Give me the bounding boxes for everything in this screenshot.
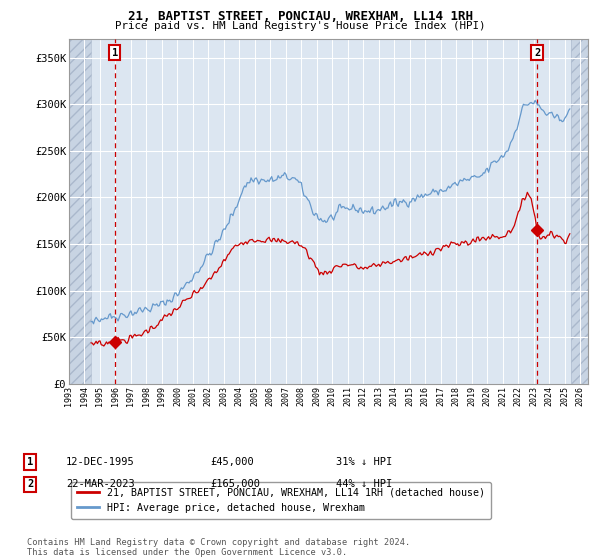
Text: 1: 1: [27, 457, 33, 467]
Text: 44% ↓ HPI: 44% ↓ HPI: [336, 479, 392, 489]
Bar: [571, 39, 588, 384]
Text: 31% ↓ HPI: 31% ↓ HPI: [336, 457, 392, 467]
Text: 1: 1: [112, 48, 118, 58]
Text: 2: 2: [27, 479, 33, 489]
Text: 22-MAR-2023: 22-MAR-2023: [66, 479, 135, 489]
Bar: [69, 39, 91, 384]
Legend: 21, BAPTIST STREET, PONCIAU, WREXHAM, LL14 1RH (detached house), HPI: Average pr: 21, BAPTIST STREET, PONCIAU, WREXHAM, LL…: [71, 482, 491, 519]
Text: Contains HM Land Registry data © Crown copyright and database right 2024.
This d: Contains HM Land Registry data © Crown c…: [27, 538, 410, 557]
Bar: [69, 39, 91, 384]
Bar: [571, 39, 588, 384]
Text: 12-DEC-1995: 12-DEC-1995: [66, 457, 135, 467]
Text: Price paid vs. HM Land Registry's House Price Index (HPI): Price paid vs. HM Land Registry's House …: [115, 21, 485, 31]
Text: £165,000: £165,000: [210, 479, 260, 489]
Text: £45,000: £45,000: [210, 457, 254, 467]
Text: 2: 2: [534, 48, 541, 58]
Text: 21, BAPTIST STREET, PONCIAU, WREXHAM, LL14 1RH: 21, BAPTIST STREET, PONCIAU, WREXHAM, LL…: [128, 10, 473, 23]
